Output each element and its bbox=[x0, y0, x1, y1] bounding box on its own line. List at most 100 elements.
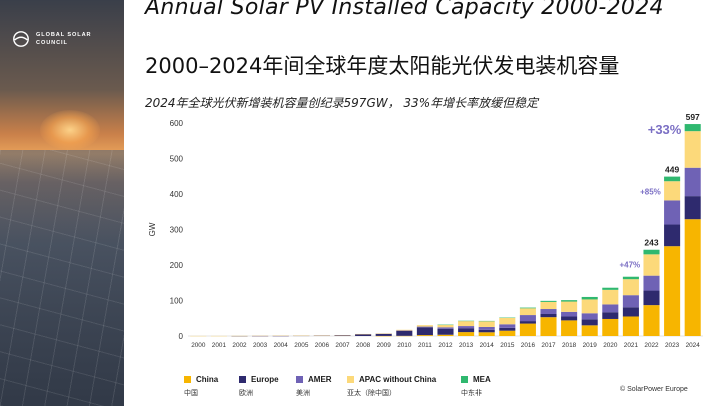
legend-label-mea: MEA bbox=[473, 375, 491, 384]
x-tick-label: 2024 bbox=[686, 342, 701, 349]
legend-label-apac-cn: 亚太（除中国） bbox=[347, 389, 396, 397]
bar-segment-europe-2018 bbox=[561, 316, 578, 321]
bar-segment-china-2017 bbox=[540, 317, 557, 336]
bar-segment-mea-2019 bbox=[581, 296, 598, 300]
bar-segment-amer-2020 bbox=[602, 304, 619, 313]
bar-segment-europe-2013 bbox=[458, 328, 475, 333]
bar-segment-mea-2018 bbox=[561, 300, 578, 302]
legend-swatch-amer bbox=[296, 376, 303, 383]
x-tick-label: 2023 bbox=[665, 342, 680, 349]
stacked-bar-chart: 0 100 200 300 400 500 600 GW 2000 2001 2002 2003 200… bbox=[148, 112, 703, 349]
x-tick-label: 2014 bbox=[480, 342, 495, 349]
bar-segment-apac-without-china-2021 bbox=[622, 279, 639, 296]
bar-segment-apac-without-china-2012 bbox=[437, 324, 454, 328]
x-tick-label: 2018 bbox=[562, 342, 577, 349]
legend-label-amer: AMER bbox=[308, 375, 332, 384]
source-credit: © SolarPower Europe bbox=[620, 386, 688, 393]
legend-item-china: China 中国 bbox=[184, 375, 218, 398]
growth-label-2023: +85% bbox=[640, 188, 661, 197]
bar-segment-amer-2016 bbox=[519, 315, 536, 322]
bar-segment-amer-2023 bbox=[664, 200, 681, 225]
chart-title-chinese: 2000–2024年间全球年度太阳能光伏发电装机容量 bbox=[145, 54, 620, 78]
bar-segment-europe-2023 bbox=[664, 224, 681, 247]
bar-segment-china-2011 bbox=[416, 335, 433, 336]
logo-line-1: GLOBAL SOLAR bbox=[36, 32, 92, 38]
x-tick-label: 2013 bbox=[459, 342, 474, 349]
sunset-glow bbox=[40, 110, 100, 150]
bar-segment-amer-2024 bbox=[684, 167, 701, 197]
sun-logo-icon bbox=[13, 31, 29, 47]
bar-segment-china-2020 bbox=[602, 318, 619, 336]
bar-segment-europe-2009 bbox=[375, 333, 392, 336]
bar-segment-apac-without-china-2017 bbox=[540, 301, 557, 310]
x-tick-label: 2005 bbox=[294, 342, 309, 349]
bar-segment-europe-2021 bbox=[622, 307, 639, 317]
bar-segment-china-2023 bbox=[664, 246, 681, 336]
chart-subtitle: 2024年全球光伏新增装机容量创纪录597GW， 33%年增长率放缓但稳定 bbox=[145, 96, 539, 110]
bar-segment-europe-2010 bbox=[396, 330, 413, 336]
bar-segment-china-2016 bbox=[519, 323, 536, 336]
legend-label-apac: APAC without China bbox=[359, 375, 437, 384]
legend-item-mea: MEA 中东非 bbox=[461, 375, 491, 398]
bar-segment-mea-2023 bbox=[664, 176, 681, 182]
solar-panels-image bbox=[0, 150, 124, 406]
legend-item-amer: AMER 美洲 bbox=[296, 375, 332, 398]
bar-segment-mea-2021 bbox=[622, 276, 639, 280]
bar-segment-apac-without-china-2014 bbox=[478, 321, 495, 327]
x-tick-label: 2001 bbox=[212, 342, 227, 349]
bar-segment-amer-2019 bbox=[581, 313, 598, 320]
x-tick-label: 2010 bbox=[397, 342, 412, 349]
bar-segment-apac-without-china-2016 bbox=[519, 308, 536, 316]
bar-segment-europe-2014 bbox=[478, 329, 495, 333]
x-tick-label: 2022 bbox=[644, 342, 659, 349]
bar-segment-europe-2024 bbox=[684, 196, 701, 220]
y-tick-label: 600 bbox=[170, 119, 184, 128]
legend-swatch-mea bbox=[461, 376, 468, 383]
x-tick-label: 2009 bbox=[377, 342, 392, 349]
x-tick-label: 2011 bbox=[418, 342, 432, 349]
bar-segment-europe-2020 bbox=[602, 312, 619, 319]
bar-segment-china-2022 bbox=[643, 305, 660, 336]
bar-segment-apac-without-china-2010 bbox=[396, 329, 413, 331]
legend-label-china: China bbox=[196, 375, 219, 384]
legend-label-amer-cn: 美洲 bbox=[296, 389, 310, 397]
x-tick-label: 2006 bbox=[315, 342, 330, 349]
bar-segment-china-2024 bbox=[684, 219, 701, 336]
x-tick-label: 2019 bbox=[583, 342, 598, 349]
total-label-2022: 243 bbox=[644, 238, 658, 248]
y-tick-label: 400 bbox=[170, 190, 184, 199]
legend-label-europe: Europe bbox=[251, 375, 279, 384]
x-tick-label: 2002 bbox=[232, 342, 247, 349]
bar-segment-amer-2022 bbox=[643, 275, 660, 291]
x-tick-label: 2021 bbox=[624, 342, 639, 349]
chart-legend: China 中国 Europe 欧洲 AMER 美洲 APAC without … bbox=[184, 375, 514, 403]
legend-label-china-cn: 中国 bbox=[184, 389, 198, 397]
y-tick-label: 500 bbox=[170, 155, 184, 164]
bar-segment-apac-without-china-2011 bbox=[416, 325, 433, 327]
bar-segment-apac-without-china-2024 bbox=[684, 131, 701, 168]
bar-segment-china-2014 bbox=[478, 332, 495, 336]
growth-label-2022: +47% bbox=[619, 261, 640, 270]
bar-segment-amer-2014 bbox=[478, 326, 495, 330]
bar-segment-europe-2007 bbox=[334, 335, 351, 336]
legend-label-mea-cn: 中东非 bbox=[461, 389, 482, 397]
bar-segment-europe-2017 bbox=[540, 313, 557, 318]
legend-swatch-apac bbox=[347, 376, 354, 383]
legend-label-europe-cn: 欧洲 bbox=[239, 389, 253, 397]
legend-swatch-china bbox=[184, 376, 191, 383]
bar-segment-china-2018 bbox=[561, 320, 578, 336]
logo-line-2: COUNCIL bbox=[36, 40, 68, 46]
bar-segment-china-2015 bbox=[499, 330, 516, 336]
bar-segment-europe-2015 bbox=[499, 327, 516, 331]
bar-segment-apac-without-china-2018 bbox=[561, 301, 578, 312]
bar-segment-china-2019 bbox=[581, 325, 598, 336]
legend-swatch-europe bbox=[239, 376, 246, 383]
bar-segment-amer-2015 bbox=[499, 324, 516, 328]
bar-segment-mea-2020 bbox=[602, 287, 619, 290]
x-tick-label: 2015 bbox=[500, 342, 515, 349]
bar-segment-china-2021 bbox=[622, 316, 639, 336]
bar-segment-china-2012 bbox=[437, 334, 454, 336]
x-tick-label: 2016 bbox=[521, 342, 536, 349]
x-tick-label: 2004 bbox=[274, 342, 289, 349]
y-tick-label: 200 bbox=[170, 261, 184, 270]
